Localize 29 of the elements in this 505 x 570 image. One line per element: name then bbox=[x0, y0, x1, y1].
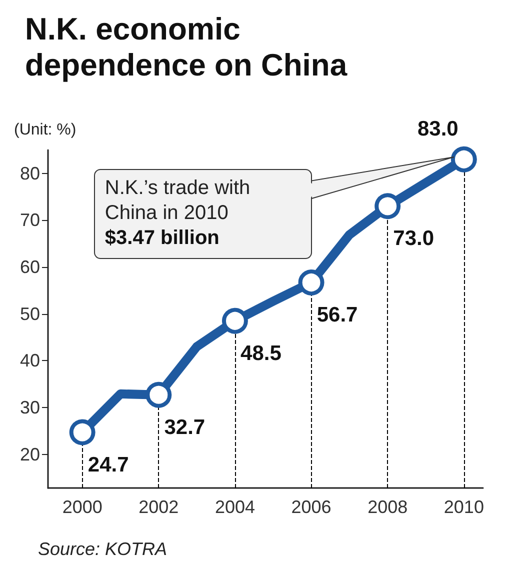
point bbox=[222, 308, 248, 334]
data-label: 56.7 bbox=[316, 303, 358, 326]
x-tick-label: 2008 bbox=[368, 497, 408, 517]
x-tick-label: 2004 bbox=[214, 497, 255, 517]
point bbox=[298, 269, 324, 296]
x-tick-label: 2002 bbox=[138, 497, 179, 517]
x-tick-label: 2000 bbox=[62, 497, 102, 517]
data-label: 24.7 bbox=[88, 453, 129, 476]
annotation: N.K.’s trade with China in 2010 $3.47 billion bbox=[104, 177, 250, 250]
point bbox=[69, 419, 96, 446]
x-tick-label: 2006 bbox=[291, 497, 332, 517]
data-label: 73.0 bbox=[393, 227, 434, 250]
point bbox=[450, 146, 477, 172]
y-tick-label: 20 bbox=[20, 444, 40, 464]
point bbox=[374, 193, 401, 220]
chart-title: N.K. economic dependence on China bbox=[25, 12, 348, 82]
data-label: 83.0 bbox=[417, 117, 458, 140]
data-label: 32.7 bbox=[164, 416, 206, 439]
y-tick-label: 50 bbox=[20, 304, 40, 324]
y-axis-title: (Unit: %) bbox=[14, 122, 76, 138]
data-label: 48.5 bbox=[240, 342, 282, 365]
x-tick-label: 2010 bbox=[444, 497, 484, 517]
source-note: Source: KOTRA bbox=[38, 539, 168, 559]
y-tick-label: 30 bbox=[20, 397, 40, 418]
point bbox=[146, 382, 172, 408]
y-tick-label: 40 bbox=[20, 350, 40, 371]
y-tick-label: 80 bbox=[20, 163, 40, 184]
y-tick-label: 70 bbox=[20, 210, 40, 230]
y-tick-label: 60 bbox=[20, 257, 40, 278]
